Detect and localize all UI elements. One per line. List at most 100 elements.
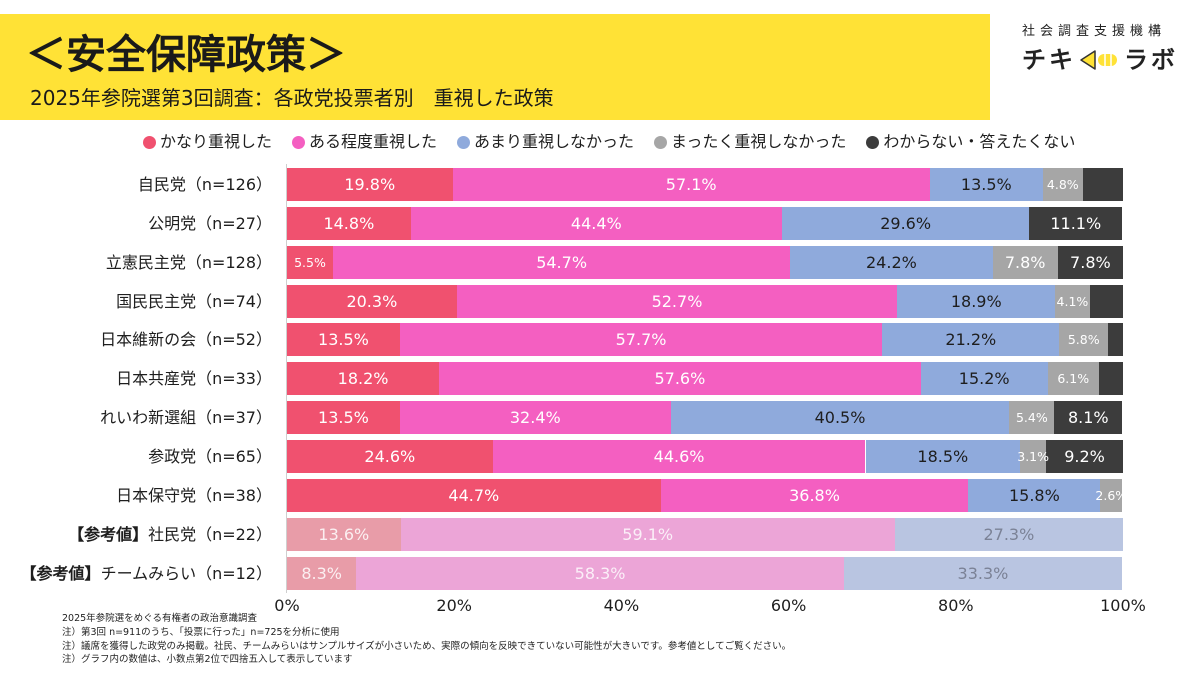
x-axis-tick-label: 80% (938, 596, 974, 615)
bar-value-label: 5.5% (294, 254, 326, 270)
bar-segment-very-important (287, 439, 493, 473)
bar-value-label: 18.9% (950, 291, 1002, 311)
bar-value-label: 32.4% (509, 408, 561, 428)
legend-item-not-at-all-important: まったく重視しなかった (654, 131, 846, 153)
legend-swatch (143, 135, 156, 149)
bar-segment-somewhat-important (356, 556, 844, 590)
bar-segment-not-very-important (968, 478, 1101, 512)
party-name: 参政党（n=65） (148, 446, 272, 466)
bar-segment-dont-know (1057, 245, 1123, 279)
legend-label: かなり重視した (160, 132, 273, 151)
bar-value-label: 19.8% (344, 175, 396, 194)
bar-segment-not-very-important (897, 284, 1056, 318)
bar-segment-very-important (287, 206, 411, 240)
reference-prefix: 【参考値】 (20, 563, 101, 583)
party-name: 国民民主党（n=74） (116, 291, 272, 311)
logo-name-left: チキ (1022, 46, 1076, 74)
megaphone-icon (1080, 50, 1117, 70)
party-label: 立憲民主党（n=128） (106, 246, 272, 279)
bar-value-label: 4.1% (1056, 293, 1089, 309)
chart-legend: かなり重視した ある程度重視した あまり重視しなかった まったく重視しなかった … (143, 131, 1075, 153)
party-label: 自民党（n=126） (138, 168, 272, 201)
bar-segment-somewhat-important (492, 439, 866, 473)
legend-item-somewhat-important: ある程度重視した (292, 131, 437, 153)
footnote-sample: 注）第3回 n=911のうち、「投票に行った」n=725を分析に使用 (62, 626, 340, 638)
bar-segment-somewhat-important (399, 401, 671, 435)
bar-segment-somewhat-important (660, 478, 969, 512)
party-label: 日本維新の会（n=52） (100, 323, 272, 356)
bar-segment-dont-know (1089, 284, 1123, 318)
bar-value-label: 13.5% (960, 175, 1012, 194)
bar-segment-not-very-important (670, 401, 1010, 435)
party-name: 公明党（n=27） (148, 213, 272, 233)
bar-value-label: 20.3% (346, 291, 398, 311)
bar-segment-not-very-important (929, 168, 1043, 201)
legend-item-dont-know: わからない・答えたくない (866, 131, 1075, 153)
party-name: れいわ新選組（n=37） (100, 408, 272, 428)
bar-segment-very-important (287, 478, 661, 512)
bar-value-label: 52.7% (651, 291, 703, 311)
legend-label: まったく重視しなかった (671, 132, 847, 151)
bar-segment-somewhat-important (452, 168, 930, 201)
page-subtitle: 2025年参院選第3回調査：各政党投票者別 重視した政策 (30, 86, 554, 110)
bar-value-label: 44.7% (448, 485, 500, 505)
header-banner (0, 14, 990, 120)
bar-value-label: 2.6% (1095, 487, 1128, 503)
bar-segment-very-important (287, 362, 440, 396)
party-label: 日本保守党（n=38） (116, 479, 272, 512)
bar-segment-not-very-important (781, 206, 1030, 240)
bar-segment-not-at-all-important (1020, 439, 1047, 473)
bar-segment-very-important (287, 245, 333, 279)
legend-item-very-important: かなり重視した (143, 131, 272, 153)
footnote-parties: 注）議席を獲得した政党のみ掲載。社民、チームみらいはサンプルサイズが小さいため、… (62, 640, 792, 652)
bar-value-label: 5.4% (1015, 410, 1048, 426)
x-axis-tick-label: 100% (1100, 596, 1146, 615)
bar-value-label: 57.1% (665, 175, 717, 194)
bar-value-label: 57.7% (615, 330, 667, 350)
party-label: 参政党（n=65） (148, 440, 272, 473)
bar-segment-dont-know (1082, 168, 1123, 201)
legend-label: あまり重視しなかった (474, 132, 635, 151)
footnotes: 2025年参院選をめぐる有権者の政治意識調査 注）第3回 n=911のうち、「投… (62, 612, 791, 667)
bar-value-label: 13.6% (318, 524, 370, 544)
bar-segment-somewhat-important (439, 362, 921, 396)
bar-segment-dont-know (1098, 362, 1123, 396)
bar-value-label: 54.7% (536, 252, 588, 272)
bar-segment-somewhat-important (399, 323, 883, 357)
bar-segment-very-important (287, 323, 400, 357)
bar-segment-not-at-all-important (1055, 284, 1090, 318)
reference-prefix: 【参考値】 (68, 524, 149, 544)
bar-value-label: 33.3% (957, 563, 1009, 583)
bar-value-label: 5.8% (1067, 332, 1100, 348)
footnote-rounding: 注）グラフ内の数値は、小数点第2位で四捨五入して表示しています (62, 654, 353, 666)
bar-value-label: 3.1% (1017, 448, 1050, 464)
bar-segment-somewhat-important (332, 245, 791, 279)
bar-value-label: 6.1% (1057, 371, 1090, 387)
bar-segment-not-very-important (843, 556, 1123, 590)
party-label: 日本共産党（n=33） (116, 362, 272, 395)
party-name: 日本共産党（n=33） (116, 369, 272, 389)
party-name: 自民党（n=126） (137, 175, 272, 194)
party-name: 日本維新の会（n=52） (100, 330, 272, 350)
logo-wordmark: チキ ラボ (1022, 45, 1192, 75)
party-name: 社民党（n=22） (148, 524, 272, 544)
bar-value-label: 18.5% (917, 446, 969, 466)
legend-swatch (654, 135, 668, 149)
bar-segment-not-very-important (894, 517, 1123, 551)
x-axis-tick-label: 40% (603, 596, 640, 615)
bar-value-label: 7.8% (1070, 252, 1111, 272)
page-title: ＜安全保障政策＞ (26, 32, 346, 78)
bar-segment-not-at-all-important (1100, 478, 1123, 512)
bar-segment-not-very-important (882, 323, 1060, 357)
party-label: 【参考値】社民党（n=22） (68, 518, 272, 551)
legend-swatch (457, 135, 471, 149)
party-name: 立憲民主党（n=128） (105, 252, 272, 272)
brand-logo: 社会調査支援機構 チキ ラボ (1022, 22, 1192, 75)
bar-value-label: 24.6% (364, 446, 416, 466)
bar-segment-very-important (287, 168, 453, 201)
legend-swatch (866, 135, 880, 149)
bar-value-label: 27.3% (983, 524, 1035, 544)
bar-value-label: 40.5% (814, 408, 866, 428)
bar-value-label: 15.2% (958, 369, 1010, 389)
x-axis-tick-label: 60% (770, 596, 807, 615)
